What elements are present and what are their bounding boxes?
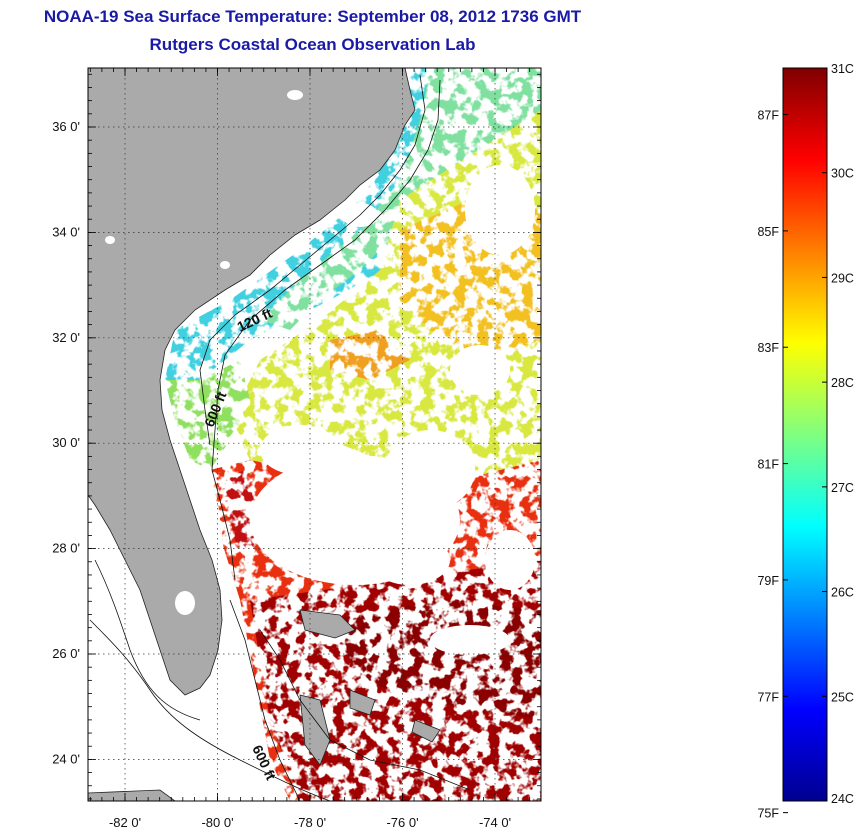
- map-frame: [87, 67, 542, 802]
- latitude-axis: 36 0' 34 0' 32 0' 30 0' 28 0' 26 0' 24 0': [52, 119, 80, 766]
- colorbar-label-celsius: 25C: [831, 690, 854, 704]
- lake: [105, 236, 115, 244]
- lat-tick-label: 32 0': [52, 330, 80, 345]
- lon-tick-label: -78 0': [294, 815, 326, 830]
- lat-tick-label: 36 0': [52, 119, 80, 134]
- graticule: [88, 68, 541, 801]
- longitude-axis: -82 0' -80 0' -78 0' -76 0' -74 0': [109, 815, 511, 830]
- colorbar-label-fahrenheit: 75F: [757, 807, 779, 821]
- map-plot-area: 120 ft 600 ft 600 ft: [88, 68, 541, 801]
- lat-tick-label: 26 0': [52, 646, 80, 661]
- colorbar-label-fahrenheit: 83F: [757, 341, 779, 355]
- lake-okeechobee: [175, 591, 195, 615]
- land-mainland: [88, 68, 416, 696]
- colorbar-label-celsius: 24C: [831, 792, 854, 806]
- lat-tick-label: 30 0': [52, 435, 80, 450]
- colorbar-label-fahrenheit: 85F: [757, 225, 779, 239]
- lat-tick-label: 34 0': [52, 224, 80, 239]
- colorbar-label-fahrenheit: 79F: [757, 574, 779, 588]
- colorbar-label-celsius: 31C: [831, 62, 854, 76]
- colorbar-gradient: [782, 67, 828, 802]
- bathymetry-contours: [89, 74, 471, 801]
- map-subtitle: Rutgers Coastal Ocean Observation Lab: [149, 35, 476, 54]
- lon-tick-label: -80 0': [201, 815, 233, 830]
- lon-tick-label: -82 0': [109, 815, 141, 830]
- bahamas-islands: [88, 609, 441, 801]
- colorbar-label-celsius: 29C: [831, 271, 854, 285]
- lake: [220, 261, 230, 269]
- colorbar-label-celsius: 27C: [831, 481, 854, 495]
- colorbar-label-fahrenheit: 87F: [757, 109, 779, 123]
- colorbar-label-celsius: 28C: [831, 376, 854, 390]
- colorbar-label-fahrenheit: 77F: [757, 690, 779, 704]
- lon-tick-label: -76 0': [386, 815, 418, 830]
- colorbar-label-celsius: 26C: [831, 586, 854, 600]
- colorbar-label-fahrenheit: 81F: [757, 458, 779, 472]
- map-title: NOAA-19 Sea Surface Temperature: Septemb…: [43, 7, 582, 26]
- colorbar: 31C 30C 29C 28C 27C 26C 25C 24C 87F 85F 83F 81F 79F 7…: [757, 62, 853, 821]
- colorbar-label-celsius: 30C: [831, 167, 854, 181]
- lon-tick-label: -74 0': [479, 815, 511, 830]
- lat-tick-label: 24 0': [52, 751, 80, 766]
- minor-ticks: [88, 68, 541, 801]
- lake: [287, 90, 303, 100]
- lat-tick-label: 28 0': [52, 541, 80, 556]
